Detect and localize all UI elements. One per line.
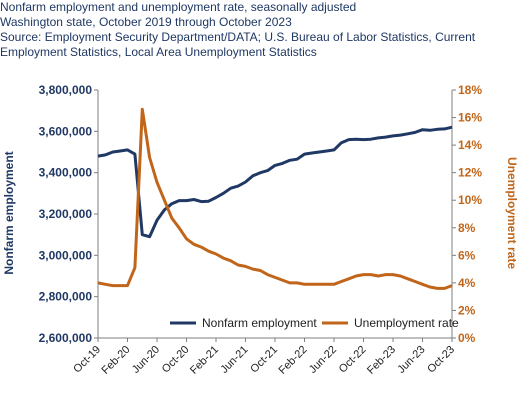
nonfarm-employment-line: [97, 125, 453, 239]
y-left-tick-label: 3,400,000: [39, 166, 93, 180]
x-tick-label: Jun-22: [307, 344, 339, 376]
x-tick-label: Feb-23: [365, 344, 398, 377]
y-right-tick-label: 6%: [458, 248, 476, 262]
y-left-tick-label: 3,200,000: [39, 207, 93, 221]
unemployment-rate-line: [97, 107, 453, 290]
y-left-tick-label: 2,600,000: [39, 331, 93, 345]
chart-title: Nonfarm employment and unemployment rate…: [0, 0, 357, 14]
x-tick-label: Jun-23: [395, 344, 427, 376]
y-left-tick-label: 2,800,000: [39, 290, 93, 304]
y-right-tick-label: 8%: [458, 221, 476, 235]
chart-series: [97, 107, 453, 290]
chart-source-continued: Employment Statistics, Local Area Unempl…: [0, 45, 317, 59]
x-tick-label: Jun-21: [218, 344, 250, 376]
chart-subtitle: Washington state, October 2019 through O…: [0, 15, 292, 29]
x-tick-label: Oct-21: [248, 344, 280, 376]
x-tick-label: Feb-22: [276, 344, 309, 377]
y-left-tick-label: 3,800,000: [39, 83, 93, 97]
y-left-tick-label: 3,000,000: [39, 248, 93, 262]
legend-label-nonfarm: Nonfarm employment: [202, 316, 317, 330]
y-right-tick-label: 4%: [458, 276, 476, 290]
y-axis-right-label: Unemployment rate: [505, 157, 519, 269]
y-right-tick-label: 16%: [458, 111, 482, 125]
legend-label-unemployment: Unemployment rate: [354, 316, 459, 330]
chart-axes: [97, 90, 453, 339]
x-tick-label: Feb-21: [188, 344, 221, 377]
y-right-tick-label: 0%: [458, 331, 476, 345]
chart-header: Nonfarm employment and unemployment rate…: [0, 0, 519, 60]
x-tick-label: Feb-20: [99, 344, 132, 377]
y-right-tick-label: 18%: [458, 83, 482, 97]
x-tick-label: Jun-20: [130, 344, 162, 376]
y-axis-left-label: Nonfarm employment: [2, 151, 16, 274]
y-right-tick-label: 10%: [458, 193, 482, 207]
chart-ticks: 2,600,000 2,800,000 3,000,000 3,200,000 3,40…: [39, 83, 483, 377]
y-right-tick-label: 12%: [458, 166, 482, 180]
chart-legend: Nonfarm employment Unemployment rate: [170, 316, 459, 330]
x-tick-label: Oct-23: [425, 344, 457, 376]
y-left-tick-label: 3,600,000: [39, 124, 93, 138]
x-tick-label: Oct-20: [160, 344, 192, 376]
x-tick-label: Oct-19: [71, 344, 103, 376]
y-right-tick-label: 14%: [458, 138, 482, 152]
x-tick-label: Oct-22: [337, 344, 369, 376]
chart-source: Source: Employment Security Department/D…: [0, 30, 476, 44]
y-right-tick-label: 2%: [458, 303, 476, 317]
